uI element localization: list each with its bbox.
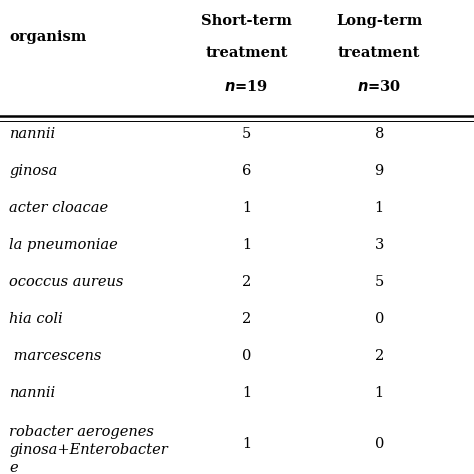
Text: treatment: treatment [205, 46, 288, 61]
Text: nannii: nannii [9, 127, 55, 141]
Text: $\bfit{n}$=30: $\bfit{n}$=30 [357, 79, 401, 94]
Text: 5: 5 [242, 127, 251, 141]
Text: 3: 3 [374, 238, 384, 252]
Text: 2: 2 [242, 275, 251, 289]
Text: acter cloacae: acter cloacae [9, 201, 109, 215]
Text: 1: 1 [242, 201, 251, 215]
Text: 1: 1 [242, 238, 251, 252]
Text: 5: 5 [374, 275, 384, 289]
Text: marcescens: marcescens [9, 349, 102, 363]
Text: 9: 9 [374, 164, 384, 178]
Text: 1: 1 [374, 386, 384, 400]
Text: Short-term: Short-term [201, 14, 292, 28]
Text: 1: 1 [242, 437, 251, 451]
Text: hia coli: hia coli [9, 312, 63, 326]
Text: treatment: treatment [338, 46, 420, 61]
Text: Long-term: Long-term [336, 14, 422, 28]
Text: nannii: nannii [9, 386, 55, 400]
Text: 6: 6 [242, 164, 251, 178]
Text: ococcus aureus: ococcus aureus [9, 275, 124, 289]
Text: organism: organism [9, 30, 87, 45]
Text: 0: 0 [374, 312, 384, 326]
Text: 1: 1 [242, 386, 251, 400]
Text: 1: 1 [374, 201, 384, 215]
Text: la pneumoniae: la pneumoniae [9, 238, 118, 252]
Text: ginosa: ginosa [9, 164, 58, 178]
Text: 0: 0 [242, 349, 251, 363]
Text: 2: 2 [374, 349, 384, 363]
Text: $\bfit{n}$=19: $\bfit{n}$=19 [224, 79, 269, 94]
Text: 8: 8 [374, 127, 384, 141]
Text: 2: 2 [242, 312, 251, 326]
Text: robacter aerogenes
ginosa+Enterobacter
e: robacter aerogenes ginosa+Enterobacter e [9, 425, 168, 474]
Text: 0: 0 [374, 437, 384, 451]
